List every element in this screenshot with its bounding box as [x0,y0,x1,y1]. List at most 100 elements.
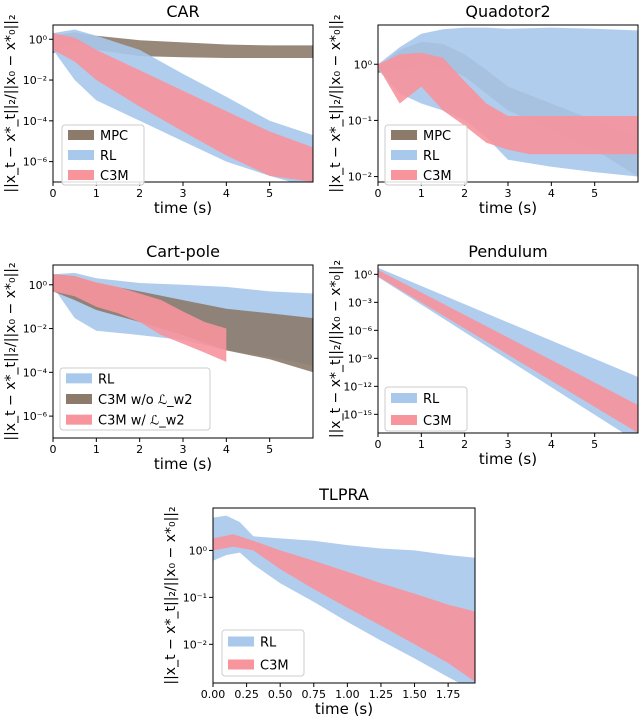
x-tick-label: 4 [548,187,555,200]
x-tick-label: 0.00 [201,688,226,701]
axes-frame [212,507,476,684]
legend-swatch [391,150,417,160]
band-c3m [378,269,638,433]
x-tick-label: 1 [93,187,100,200]
x-tick-label: 0 [375,438,382,451]
band-c3m-w-l-w2 [53,274,227,362]
y-tick-label: 10⁻¹⁵ [343,408,372,421]
bands [378,27,638,177]
x-tick-label: 0 [50,443,57,456]
x-tick-label: 5 [591,438,598,451]
x-tick-label: 1 [418,438,425,451]
legend-label: C3M w/o ℒ_w2 [98,393,193,408]
chart-panel-3: 0 1 2 3 4 5 10⁰ 10⁻³ 10⁻⁶ 10⁻⁹ 10⁻¹² 10⁻¹⁵ Pendulum t… [328,242,639,468]
x-tick-label: 2 [136,443,143,456]
y-tick-label: 10⁰ [354,268,373,281]
x-tick-label: 0 [375,187,382,200]
y-tick-label: 10⁻³ [348,296,372,309]
x-axis-label: time (s) [479,199,537,217]
y-tick-label: 10⁻² [23,74,47,87]
x-tick-label: 0 [50,187,57,200]
x-tick-label: 4 [223,443,230,456]
legend-label: C3M [423,169,452,184]
legend: MPC RL C3M [384,124,468,186]
y-tick-label: 10⁰ [354,58,373,71]
x-tick-label: 1.75 [436,688,461,701]
x-tick-label: 4 [548,438,555,451]
chart-title: Quadotor2 [465,2,550,21]
chart-title: Cart-pole [146,242,220,261]
x-tick-label: 1.00 [335,688,360,701]
x-tick-label: 2 [461,187,468,200]
x-tick-label: 5 [591,187,598,200]
legend-label: RL [423,149,440,164]
legend-swatch [228,636,254,647]
y-tick-label: 10⁻⁶ [23,410,48,423]
legend-label: C3M [100,169,129,184]
x-tick-label: 1 [93,443,100,456]
legend-swatch [391,130,417,140]
x-tick-label: 5 [266,443,273,456]
x-axis-label: time (s) [315,700,373,718]
legend: RL C3M w/o ℒ_w2 C3M w/ ℒ_w2 [59,367,211,431]
x-tick-label: 1.50 [402,688,427,701]
chart-title: TLPRA [318,485,369,504]
y-tick-label: 10⁻² [183,638,207,651]
x-tick-label: 0.75 [302,688,327,701]
y-tick-label: 10⁻² [348,171,372,184]
y-axis-label: ||x_t − x*_t||₂/||x₀ − x*₀||₂ [3,14,19,192]
y-tick-label: 10⁻¹ [183,591,207,604]
y-tick-label: 10⁰ [189,544,208,557]
y-tick-label: 10⁻⁶ [348,324,373,337]
band-c3m [378,52,638,155]
chart-title: CAR [166,2,199,21]
x-axis-label: time (s) [479,450,537,468]
legend-label: MPC [423,129,451,144]
y-tick-label: 10⁻⁴ [23,366,48,379]
band-c3m [213,534,475,682]
legend-swatch [391,415,417,425]
legend-label: RL [100,149,117,164]
legend-swatch [66,373,92,384]
x-tick-label: 3 [180,443,187,456]
y-axis-label: ||x_t − x*_t||₂/||x₀ − x*₀||₂ [3,262,19,440]
chart-panel-2: 0 1 2 3 4 5 10⁰ 10⁻² 10⁻⁴ 10⁻⁶ Cart-pole time (s) ||… [3,242,314,473]
legend-swatch [66,394,92,404]
x-tick-label: 1.25 [369,688,394,701]
bands [53,29,313,182]
chart-title: Pendulum [468,242,548,261]
y-tick-label: 10⁻¹² [343,380,372,393]
legend-swatch [68,130,94,140]
legend: RL C3M [221,629,305,677]
chart-panel-4: 0.00 0.25 0.50 0.75 1.00 1.25 1.50 1.75 10⁰ 10⁻¹ 1… [163,485,476,718]
x-tick-label: 3 [505,187,512,200]
x-tick-label: 0.25 [234,688,259,701]
chart-panel-1: 0 1 2 3 4 5 10⁰ 10⁻¹ 10⁻² Quadotor2 time (s) ||x_t … [328,2,639,217]
x-tick-label: 3 [505,438,512,451]
chart-panel-0: 0 1 2 3 4 5 10⁰ 10⁻² 10⁻⁴ 10⁻⁶ CAR time (s) ||x_t − … [3,2,314,217]
x-tick-label: 2 [461,438,468,451]
x-axis-label: time (s) [154,199,212,217]
x-tick-label: 3 [180,187,187,200]
legend-swatch [68,150,94,160]
legend-box [59,367,211,431]
band-c3m [53,33,313,182]
legend-label: C3M w/ ℒ_w2 [98,414,185,429]
y-tick-label: 10⁰ [29,33,48,46]
x-tick-label: 0.50 [268,688,293,701]
y-tick-label: 10⁻⁶ [23,156,48,169]
y-tick-label: 10⁻⁴ [23,115,48,128]
legend-swatch [68,170,94,180]
x-axis-label: time (s) [154,455,212,473]
legend: MPC RL C3M [61,124,145,186]
legend-label: C3M [260,659,289,674]
x-tick-label: 2 [136,187,143,200]
bands [213,515,475,683]
y-tick-label: 10⁻¹ [348,114,372,127]
x-tick-label: 1 [418,187,425,200]
legend-label: RL [260,636,277,651]
y-tick-label: 10⁻⁹ [348,352,372,365]
legend-label: RL [98,372,115,387]
bands [53,272,313,373]
